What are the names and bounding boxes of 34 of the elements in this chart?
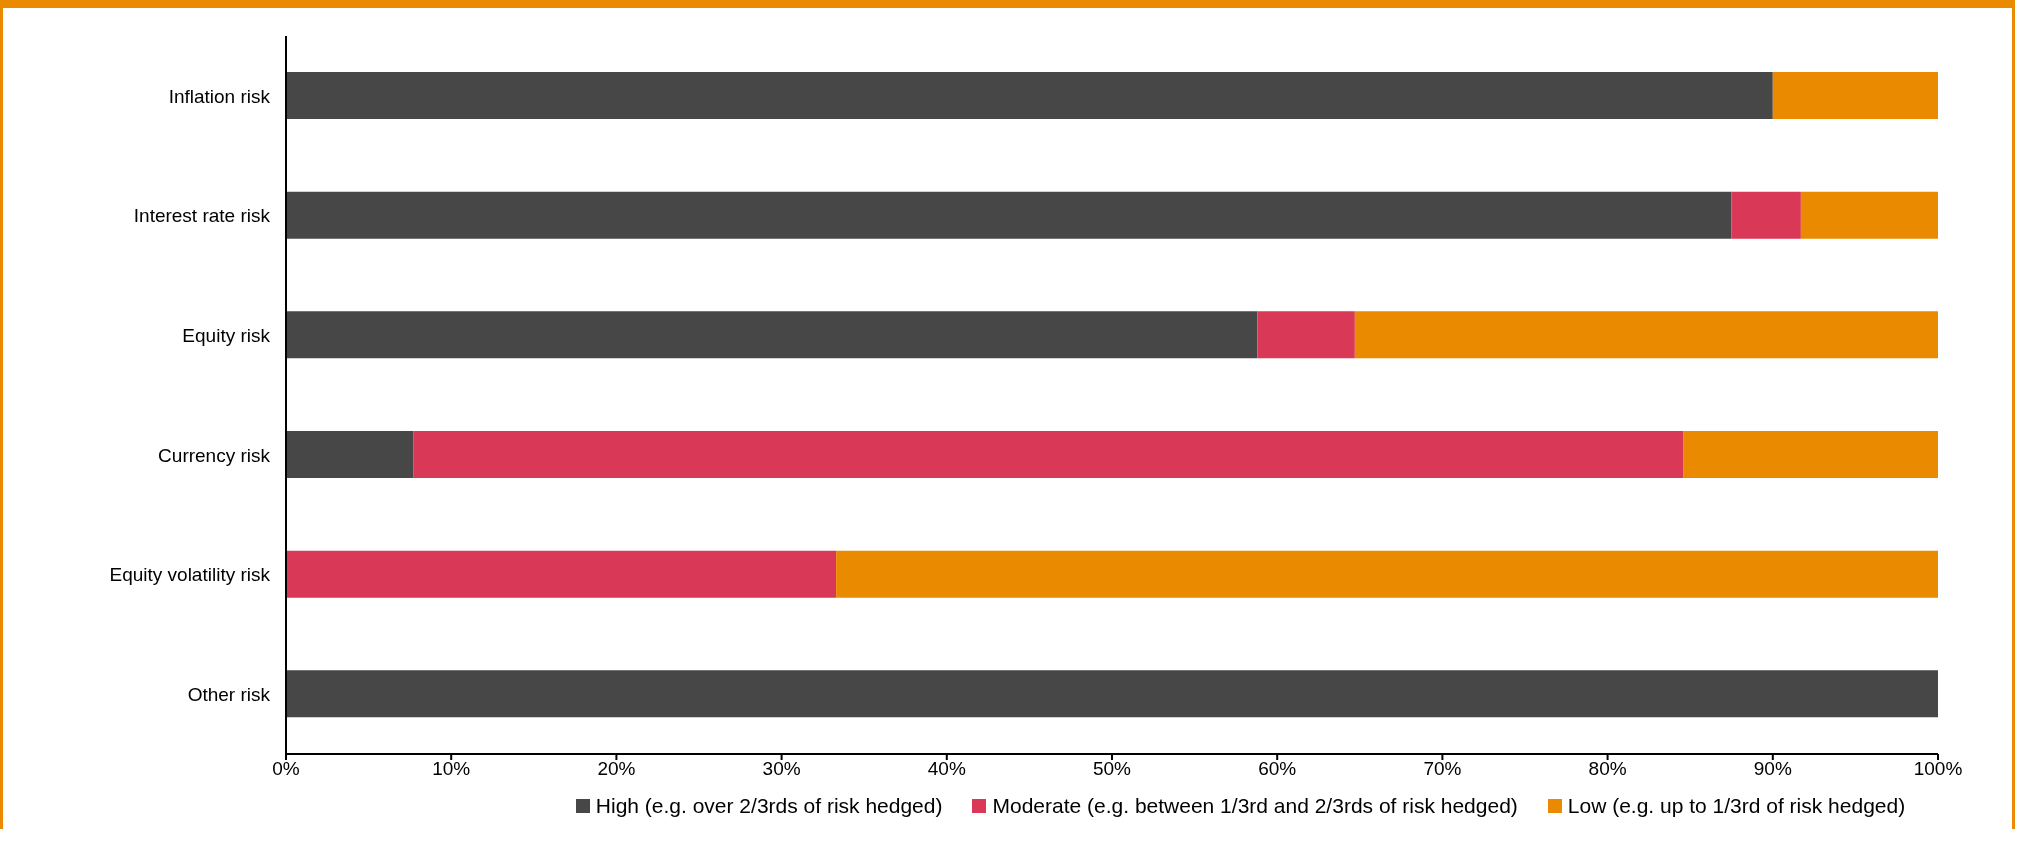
legend-label: High (e.g. over 2/3rds of risk hedged) [594, 794, 943, 818]
legend-label: Low (e.g. up to 1/3rd of risk hedged) [1566, 794, 1906, 818]
bar [286, 72, 1773, 119]
bar [1731, 191, 1801, 239]
bar [1800, 191, 1938, 239]
bar [1772, 72, 1938, 119]
bar [1354, 311, 1938, 359]
bar [286, 670, 1938, 718]
y-tick-label: Currency risk [158, 444, 271, 466]
bar [413, 431, 1684, 478]
bar [1683, 431, 1938, 478]
x-tick-label: 0% [272, 758, 300, 780]
y-tick-label: Inflation risk [168, 85, 271, 107]
bar [286, 431, 414, 478]
x-tick-label: 30% [762, 758, 801, 780]
bar [286, 191, 1732, 239]
legend-label: Moderate (e.g. between 1/3rd and 2/3rds of risk hedged) [991, 794, 1518, 818]
bar [286, 550, 837, 598]
y-tick-label: Equity risk [182, 324, 271, 346]
x-tick-label: 100% [1913, 758, 1963, 780]
x-tick-label: 50% [1092, 758, 1132, 780]
bar [1257, 311, 1355, 359]
x-tick-label: 10% [432, 758, 471, 780]
x-tick-label: 40% [927, 758, 966, 780]
y-tick-label: Other risk [187, 683, 271, 705]
x-tick-label: 20% [597, 758, 636, 780]
x-tick-label: 60% [1258, 758, 1297, 780]
y-tick-label: Interest rate risk [133, 205, 271, 227]
y-tick-label: Equity volatility risk [109, 564, 271, 586]
bar [836, 550, 1938, 598]
bar [286, 311, 1258, 359]
x-tick-label: 90% [1753, 758, 1792, 780]
x-tick-label: 80% [1588, 758, 1627, 780]
x-tick-label: 70% [1423, 758, 1462, 780]
